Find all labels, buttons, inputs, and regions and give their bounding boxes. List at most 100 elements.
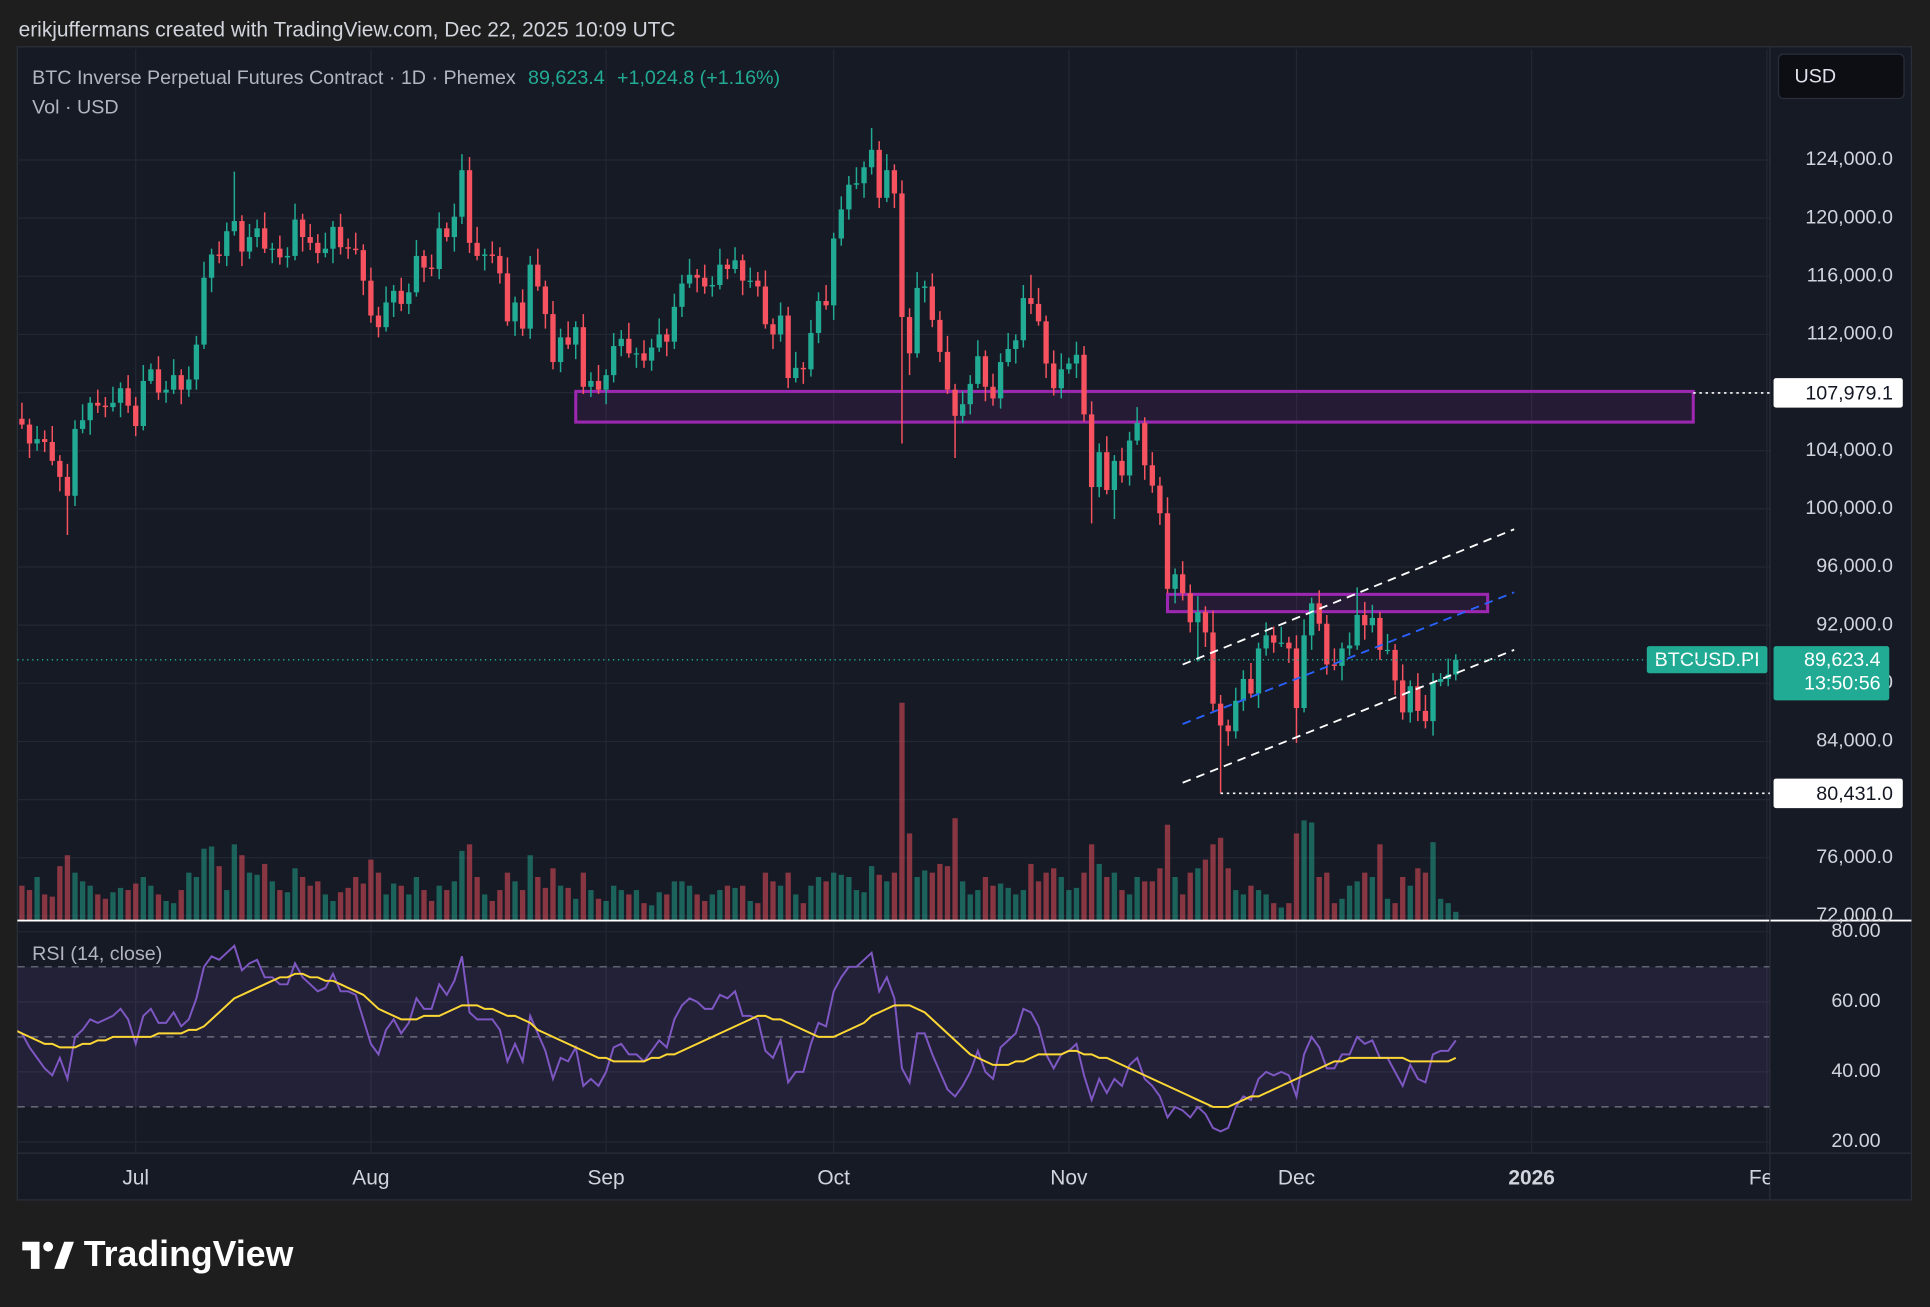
candle-body bbox=[656, 334, 662, 348]
candle-body bbox=[1104, 452, 1110, 490]
volume-bar bbox=[497, 890, 503, 921]
trend-line bbox=[1182, 591, 1515, 725]
candle-body bbox=[1217, 703, 1224, 726]
candle-body bbox=[800, 367, 806, 370]
zone bbox=[574, 389, 1695, 424]
volume-bar bbox=[1111, 872, 1118, 921]
candle-body bbox=[57, 460, 63, 477]
candle-body bbox=[1331, 664, 1338, 666]
volume-bar bbox=[292, 868, 298, 921]
candle-body bbox=[1324, 623, 1330, 665]
trend-line bbox=[1182, 528, 1515, 666]
volume-bar bbox=[1096, 863, 1102, 921]
candle-body bbox=[1149, 465, 1155, 486]
candle-body bbox=[87, 402, 93, 421]
volume-bar bbox=[451, 881, 458, 921]
volume-bar bbox=[224, 890, 230, 921]
volume-bar bbox=[19, 885, 25, 921]
candle-body bbox=[398, 290, 404, 304]
volume-bar bbox=[535, 876, 541, 921]
volume-bar bbox=[110, 892, 116, 921]
candle-body bbox=[1422, 710, 1429, 722]
volume-bar bbox=[1028, 863, 1034, 921]
candle-body bbox=[299, 219, 306, 238]
currency[interactable]: USD bbox=[1794, 66, 1836, 88]
candle-body bbox=[497, 255, 503, 274]
volume-bar bbox=[239, 855, 245, 921]
volume-bar bbox=[1005, 887, 1011, 921]
volume-bar bbox=[1316, 876, 1322, 921]
volume-bar bbox=[1324, 872, 1330, 921]
candle-body bbox=[148, 369, 154, 381]
volume-bar bbox=[588, 890, 594, 921]
candle-body bbox=[793, 367, 799, 379]
candle-body bbox=[444, 228, 450, 238]
candle-body bbox=[1164, 513, 1171, 589]
volume-bar bbox=[512, 881, 518, 921]
volume-bar bbox=[1013, 894, 1019, 921]
candle-body bbox=[679, 283, 685, 307]
candle-body bbox=[512, 302, 518, 322]
volume-bar bbox=[504, 872, 511, 921]
candle-body bbox=[1202, 612, 1209, 633]
volume-bar bbox=[1286, 903, 1292, 921]
zone bbox=[1165, 592, 1490, 614]
attribution: erikjuffermans created with TradingView.… bbox=[19, 18, 676, 41]
volume-bar bbox=[990, 885, 996, 921]
candle-body bbox=[899, 193, 905, 317]
candle-body bbox=[178, 375, 184, 390]
candle-body bbox=[1035, 303, 1042, 322]
candle-body bbox=[641, 353, 647, 361]
volume-bar bbox=[724, 885, 731, 921]
volume-bar bbox=[330, 900, 336, 921]
candle-body bbox=[26, 424, 33, 444]
candle-body bbox=[451, 216, 458, 238]
volume-bar bbox=[861, 892, 867, 921]
volume-bar bbox=[1248, 885, 1254, 921]
rsi-tick-label: 80.00 bbox=[1831, 920, 1880, 942]
candle-body bbox=[262, 228, 268, 249]
candle-body bbox=[1339, 648, 1345, 666]
level-label: 80,431.0 bbox=[1816, 783, 1893, 805]
volume-bar bbox=[633, 890, 640, 921]
candle-body bbox=[428, 267, 435, 270]
y-tick-label: 72,000.0 bbox=[1816, 904, 1893, 926]
volume-bar bbox=[1088, 844, 1095, 921]
candle-body bbox=[626, 338, 632, 354]
volume-bar bbox=[315, 881, 321, 921]
candle-body bbox=[79, 420, 86, 429]
candle-body bbox=[186, 379, 192, 390]
volume-bar bbox=[702, 900, 708, 921]
volume-bar bbox=[353, 876, 359, 921]
level-label-box bbox=[1773, 378, 1903, 408]
volume-bar bbox=[1058, 876, 1064, 921]
volume-bar bbox=[1271, 903, 1277, 921]
candle-body bbox=[739, 260, 746, 281]
candle-body bbox=[436, 228, 442, 270]
candle-body bbox=[133, 405, 139, 427]
volume-bar bbox=[1354, 881, 1360, 921]
rsi-tick-label: 40.00 bbox=[1831, 1060, 1880, 1082]
currency-button[interactable] bbox=[1777, 53, 1905, 100]
volume-bar bbox=[876, 874, 882, 921]
candle-body bbox=[1392, 649, 1398, 681]
volume-bar bbox=[982, 876, 989, 921]
volume-bar bbox=[34, 876, 40, 921]
candle-body bbox=[1210, 632, 1216, 704]
candle-body bbox=[1278, 642, 1284, 644]
logo: TradingView bbox=[22, 1234, 294, 1274]
rsi-line bbox=[17, 944, 1457, 1133]
volume-bar bbox=[611, 885, 617, 921]
volume-bar bbox=[1308, 822, 1315, 921]
candle-body bbox=[1316, 603, 1322, 624]
candle-body bbox=[1134, 423, 1140, 441]
candle-body bbox=[155, 369, 162, 393]
x-tick-label: Nov bbox=[1050, 1167, 1088, 1190]
volume-bar bbox=[1217, 837, 1224, 921]
volume-bar bbox=[580, 872, 586, 921]
volume-bar bbox=[884, 881, 890, 921]
candle-body bbox=[1346, 645, 1353, 649]
volume-bar bbox=[1157, 868, 1163, 921]
candle-body bbox=[967, 383, 973, 405]
logo-dot bbox=[43, 1241, 54, 1252]
